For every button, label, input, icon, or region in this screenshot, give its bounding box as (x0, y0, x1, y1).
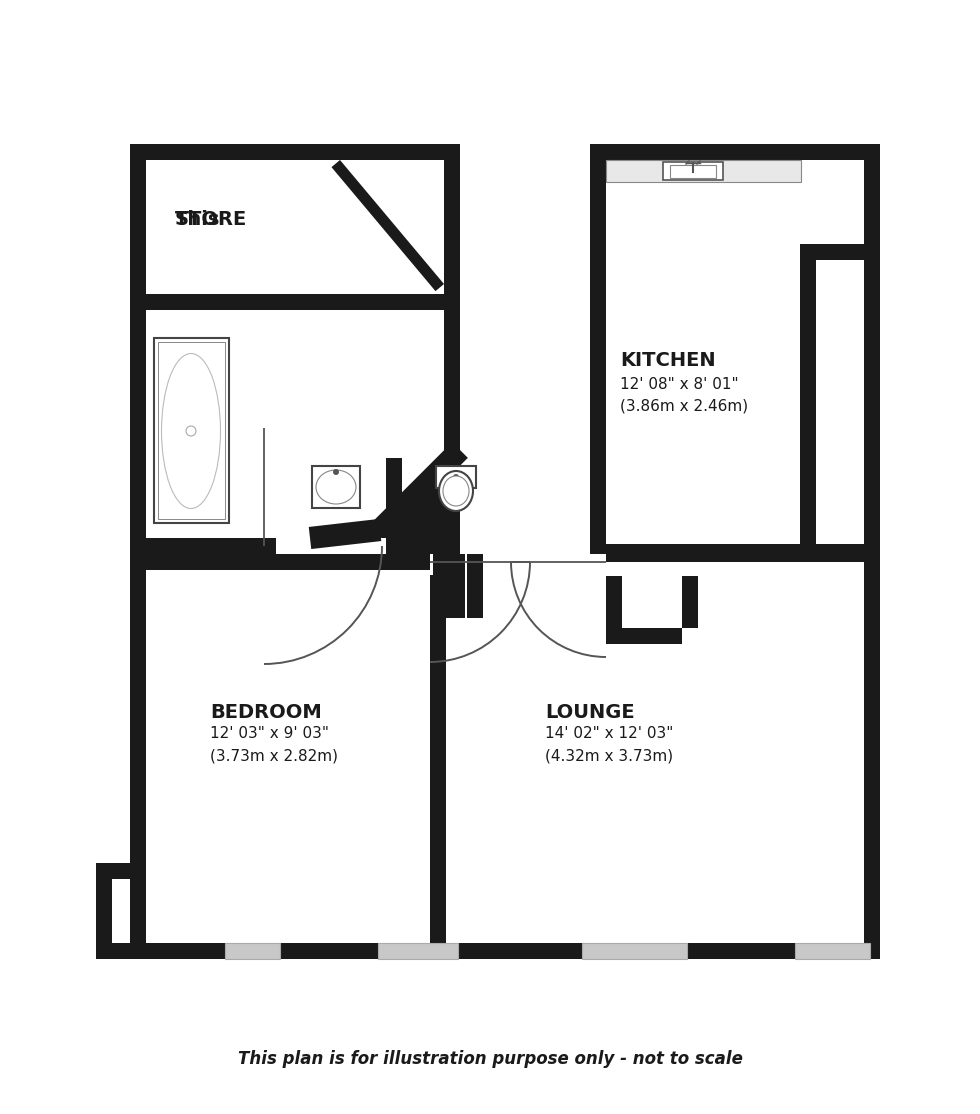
Circle shape (186, 426, 196, 436)
Bar (225, 942, 280, 959)
Bar (795, 942, 870, 959)
Bar (146, 544, 264, 561)
Bar (433, 554, 465, 618)
Bar (394, 544, 430, 561)
Bar (386, 538, 444, 554)
Text: KITCHEN: KITCHEN (620, 351, 715, 370)
Bar (444, 144, 460, 554)
Polygon shape (340, 160, 444, 284)
Bar (96, 863, 112, 959)
Bar (606, 160, 801, 182)
Bar (430, 575, 446, 942)
Text: (3.73m x 2.82m): (3.73m x 2.82m) (210, 749, 338, 763)
Bar (467, 554, 483, 618)
Bar (663, 162, 723, 180)
Bar (622, 628, 682, 644)
Bar (606, 544, 864, 561)
Ellipse shape (439, 471, 473, 511)
Circle shape (333, 469, 339, 475)
Bar (682, 576, 698, 628)
Bar (582, 942, 687, 959)
Text: (3.86m x 2.46m): (3.86m x 2.46m) (620, 399, 748, 413)
Bar (606, 576, 622, 644)
Ellipse shape (316, 470, 356, 504)
Ellipse shape (162, 353, 220, 508)
Bar (436, 466, 476, 488)
Bar (158, 342, 225, 519)
Bar (96, 863, 146, 879)
Polygon shape (364, 458, 444, 538)
Bar (130, 144, 460, 160)
Text: BEDROOM: BEDROOM (210, 703, 321, 722)
Bar (146, 538, 276, 554)
Bar (590, 144, 606, 554)
Bar (378, 942, 458, 959)
Text: STORE: STORE (175, 209, 247, 228)
Bar (96, 942, 146, 959)
Bar (154, 338, 229, 522)
Bar (386, 458, 402, 538)
Circle shape (453, 473, 459, 480)
Bar (800, 244, 864, 260)
Text: (4.32m x 3.73m): (4.32m x 3.73m) (545, 749, 673, 763)
Text: This plan is for illustration purpose only - not to scale: This plan is for illustration purpose on… (237, 1051, 743, 1068)
Text: 14' 02" x 12' 03": 14' 02" x 12' 03" (545, 726, 673, 742)
Bar (146, 294, 444, 310)
Ellipse shape (443, 476, 469, 506)
Bar (800, 244, 816, 554)
Bar (130, 942, 880, 959)
Text: 12' 03" x 9' 03": 12' 03" x 9' 03" (210, 726, 329, 742)
Bar (590, 144, 880, 160)
Bar (312, 466, 360, 508)
Bar (670, 165, 716, 178)
Text: This: This (175, 209, 220, 228)
Bar (864, 144, 880, 959)
Text: 12' 08" x 8' 01": 12' 08" x 8' 01" (620, 377, 739, 391)
Bar (130, 144, 146, 959)
Text: LOUNGE: LOUNGE (545, 703, 635, 722)
Bar (146, 554, 430, 570)
